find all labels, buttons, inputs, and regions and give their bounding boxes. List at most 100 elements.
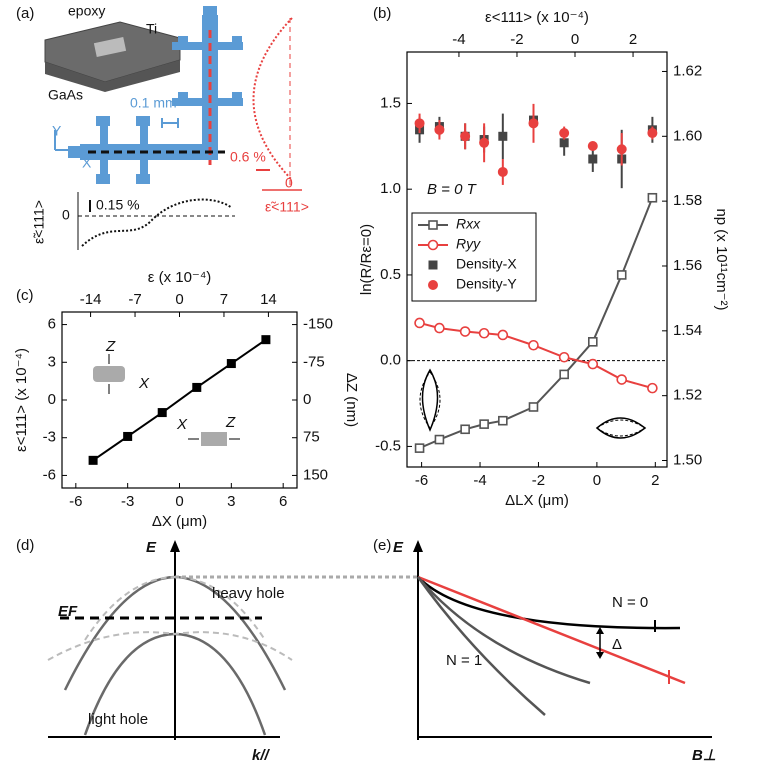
- marker: [261, 335, 271, 345]
- legend-marker: [428, 280, 438, 290]
- marker: [559, 369, 569, 380]
- marker: [497, 329, 509, 341]
- y2-tick-label: -150: [303, 316, 333, 333]
- label: ε̃<111>: [265, 199, 309, 215]
- label: ε̃<111>: [31, 200, 47, 244]
- legend-label: Rxx: [456, 216, 481, 232]
- b-insets: [419, 368, 647, 439]
- panel-label: (d): [16, 537, 34, 554]
- x-tick-label: 6: [279, 493, 287, 510]
- panel-label: (e): [373, 537, 391, 554]
- x-tick-label: 0: [593, 472, 601, 489]
- y-tick-label: 0.5: [380, 266, 401, 283]
- x-tick-label: -3: [121, 493, 134, 510]
- marker: [588, 154, 598, 164]
- x-axis-label: ΔLX (μm): [505, 492, 569, 509]
- c-insets: [93, 354, 240, 446]
- y-axis-label: ε<111> (x 10⁻⁴): [13, 348, 30, 452]
- y-tick-label: 1.0: [380, 180, 401, 197]
- marker: [587, 358, 599, 370]
- label: light hole: [88, 711, 148, 728]
- x2-axis-label: ε (x 10⁻⁴): [148, 269, 212, 286]
- label: epoxy: [68, 3, 105, 19]
- x-tick-label: -2: [532, 472, 545, 489]
- x-tick-label: -6: [415, 472, 428, 489]
- y2-tick-label: 1.54: [673, 322, 702, 339]
- marker: [479, 419, 489, 429]
- y2-tick-label: 0: [303, 391, 311, 408]
- marker: [123, 431, 133, 441]
- marker: [528, 402, 539, 412]
- marker: [434, 434, 445, 445]
- panel-a-drawing: [44, 6, 302, 250]
- label: 0: [285, 175, 293, 191]
- marker: [497, 166, 508, 177]
- label: X: [82, 155, 92, 171]
- marker: [460, 131, 471, 142]
- legend-label: Density-X: [456, 256, 517, 272]
- y2-tick-label: 150: [303, 466, 328, 483]
- x2-tick-label: 14: [260, 291, 277, 308]
- label: N = 1: [446, 652, 482, 669]
- marker: [559, 138, 569, 148]
- x-tick-label: 2: [651, 472, 659, 489]
- y2-tick-label: 1.62: [673, 62, 702, 79]
- marker: [559, 128, 570, 139]
- label: E: [393, 539, 404, 556]
- x2-tick-label: 2: [629, 31, 637, 48]
- y2-axis-label: ΔZ (nm): [343, 373, 360, 427]
- marker: [647, 128, 658, 139]
- inset-label: Z: [225, 414, 236, 431]
- y-tick-label: -0.5: [375, 437, 401, 454]
- y-tick-label: 6: [48, 316, 56, 333]
- y2-tick-label: 1.56: [673, 257, 702, 274]
- marker: [558, 351, 570, 363]
- y2-tick-label: -75: [303, 353, 325, 370]
- label: Ti: [146, 21, 157, 37]
- label: 0.1 mm: [130, 95, 177, 111]
- inset-label: X: [176, 416, 188, 433]
- marker: [647, 382, 658, 394]
- x2-tick-label: -7: [128, 291, 141, 308]
- legend-label: Ryy: [456, 236, 481, 252]
- y-tick-label: -3: [43, 429, 56, 446]
- y-axis-label: ln(R/Rε=0): [358, 224, 375, 295]
- annotation: B = 0 T: [427, 181, 478, 198]
- x-tick-label: 3: [227, 493, 235, 510]
- label: GaAs: [48, 87, 83, 103]
- panel-e-drawing: [413, 540, 712, 740]
- marker: [528, 339, 539, 351]
- y-tick-label: 0.0: [380, 352, 401, 369]
- panel-label: (c): [16, 287, 34, 304]
- label: Δ: [612, 636, 622, 653]
- x2-tick-label: -14: [80, 291, 102, 308]
- label: heavy hole: [212, 585, 285, 602]
- x2-axis-label: ε<111> (x 10⁻⁴): [485, 9, 589, 26]
- legend-marker: [427, 239, 439, 251]
- x2-tick-label: -4: [452, 31, 465, 48]
- marker: [528, 118, 539, 129]
- y-tick-label: 1.5: [380, 94, 401, 111]
- label: B⊥: [692, 747, 716, 764]
- marker: [498, 131, 508, 141]
- inset-label: Z: [105, 338, 116, 355]
- legend-marker: [428, 260, 438, 270]
- panel-d-drawing: [47, 540, 418, 740]
- plot-frame: [406, 51, 668, 468]
- marker: [478, 327, 490, 339]
- series-line: [419, 197, 654, 450]
- x-tick-label: -6: [69, 493, 82, 510]
- x2-tick-label: 7: [220, 291, 228, 308]
- marker: [498, 415, 508, 426]
- panel-label: (a): [16, 5, 34, 22]
- marker: [479, 137, 490, 148]
- marker: [616, 144, 627, 155]
- marker: [616, 270, 627, 280]
- y2-tick-label: 1.52: [673, 387, 702, 404]
- marker: [157, 408, 167, 418]
- x-tick-label: -4: [473, 472, 486, 489]
- label: k//: [252, 747, 271, 764]
- marker: [88, 455, 98, 465]
- marker: [192, 382, 202, 392]
- panel-label: (b): [373, 5, 391, 22]
